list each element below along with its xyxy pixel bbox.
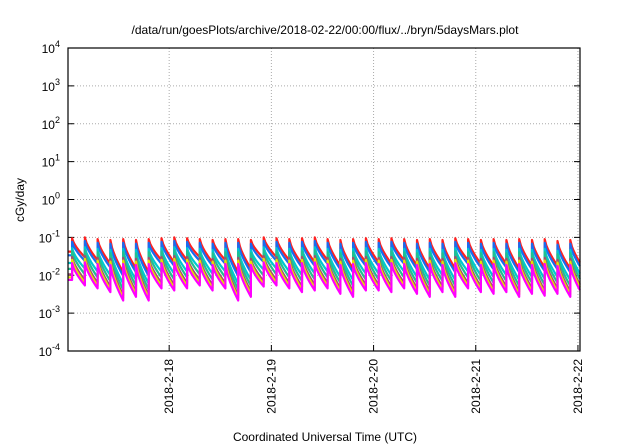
y-tick-label: 10-2 [39, 266, 60, 283]
y-tick-label: 100 [42, 191, 60, 208]
x-tick-label: 2018-2-20 [367, 359, 381, 414]
y-tick-label: 104 [42, 39, 60, 56]
x-tick-label: 2018-2-21 [469, 359, 483, 414]
y-ticks: 104 103 102 101 100 10-1 10-2 10-3 10-4 [39, 39, 580, 359]
y-tick-label: 10-3 [39, 304, 60, 321]
x-tick-label: 2018-2-22 [571, 359, 585, 414]
y-tick-label: 101 [42, 153, 60, 170]
chart-title: /data/run/goesPlots/archive/2018-02-22/0… [132, 23, 520, 37]
x-ticks: 2018-2-18 2018-2-19 2018-2-20 2018-2-21 2018… [162, 345, 585, 414]
series-line-teal [68, 249, 581, 291]
y-tick-label: 102 [42, 115, 60, 132]
y-tick-label: 103 [42, 77, 60, 94]
x-axis-label: Coordinated Universal Time (UTC) [233, 430, 417, 444]
series-line-brown [68, 255, 581, 297]
y-axis-label: cGy/day [13, 178, 27, 222]
x-tick-label: 2018-2-18 [162, 359, 176, 414]
y-tick-label: 10-4 [39, 342, 60, 359]
x-tick-label: 2018-2-19 [264, 359, 278, 414]
series-line-yellow [68, 257, 581, 299]
grid [68, 48, 580, 351]
series-line-cyan [68, 246, 581, 285]
series-line-magenta [68, 261, 581, 302]
series-group [68, 236, 581, 302]
series-line-red [68, 236, 581, 274]
y-tick-label: 10-1 [39, 228, 60, 245]
series-line-blue [68, 239, 581, 277]
plot-frame [67, 47, 581, 352]
